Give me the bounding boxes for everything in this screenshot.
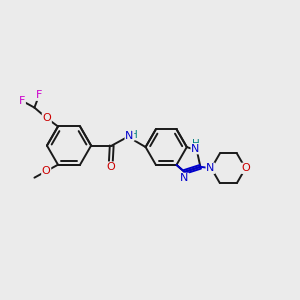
Text: F: F [36,90,43,100]
Text: N: N [206,163,214,173]
Text: F: F [19,95,25,106]
Text: H: H [130,130,138,140]
Text: O: O [106,162,115,172]
Text: N: N [125,131,134,141]
Text: O: O [42,113,51,123]
Text: N: N [180,173,189,183]
Text: O: O [42,166,51,176]
Text: H: H [192,139,200,149]
Text: N: N [191,144,200,154]
Text: O: O [242,163,250,173]
